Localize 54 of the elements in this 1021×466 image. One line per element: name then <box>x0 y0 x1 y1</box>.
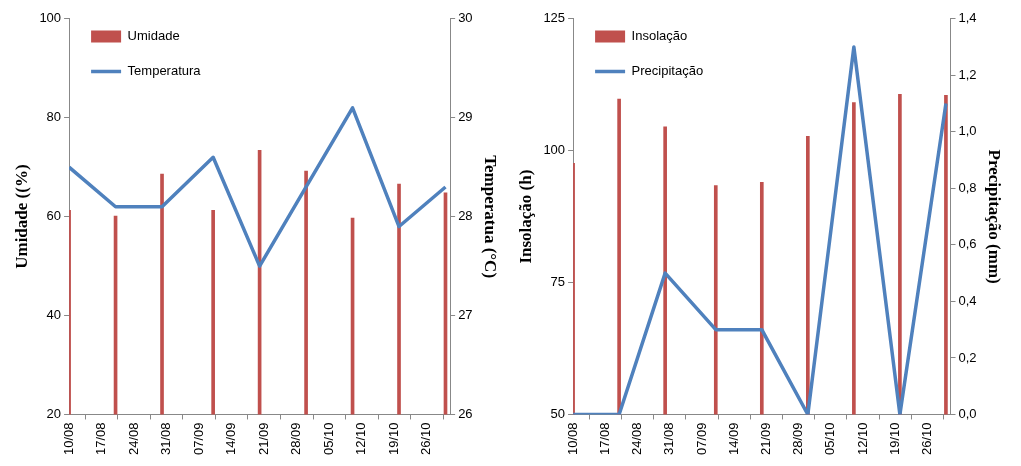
y2-tick-label: 29 <box>458 109 473 125</box>
y-tick-label: 100 <box>543 142 566 158</box>
y2-axis-title: Temperatua (°C) <box>481 155 501 279</box>
x-tick-label: 14/09 <box>725 422 741 456</box>
y-tick-label: 40 <box>46 307 62 323</box>
y-axis-title: Umidade ((%) <box>11 164 31 269</box>
y-tick-label: 100 <box>39 10 62 26</box>
x-tick-label: 24/08 <box>629 422 645 456</box>
y2-tick-label: 0,8 <box>958 179 977 195</box>
x-tick-label: 21/09 <box>255 422 271 456</box>
y2-tick-label: 0,0 <box>958 406 977 422</box>
x-tick-label: 12/10 <box>353 422 369 456</box>
y2-tick-label: 30 <box>458 10 473 26</box>
x-tick-label: 10/08 <box>60 422 76 456</box>
x-tick-label: 19/10 <box>385 422 401 456</box>
x-tick-label: 05/10 <box>320 422 336 456</box>
legend-label: Precipitação <box>631 63 704 79</box>
y-axis-title: Insolação (h) <box>515 169 535 264</box>
y-tick-label: 60 <box>46 208 62 224</box>
y2-tick-label: 1,0 <box>958 123 977 139</box>
y2-tick-label: 0,6 <box>958 236 977 252</box>
y-tick-label: 50 <box>550 406 566 422</box>
y-tick-label: 20 <box>46 406 62 422</box>
x-tick-label: 19/10 <box>886 422 902 456</box>
y2-tick-label: 27 <box>458 307 473 323</box>
x-tick-label: 21/09 <box>757 422 773 456</box>
x-tick-label: 07/09 <box>693 422 709 456</box>
y2-tick-label: 0,2 <box>958 349 977 365</box>
x-tick-label: 17/08 <box>596 422 612 456</box>
y2-axis-title: Precipitação (mm) <box>985 149 1005 284</box>
x-tick-label: 10/08 <box>564 422 580 456</box>
legend-label: Insolação <box>631 28 688 44</box>
x-tick-label: 28/09 <box>790 422 806 456</box>
y-tick-label: 125 <box>543 10 566 26</box>
x-tick-label: 07/09 <box>190 422 206 456</box>
y2-tick-label: 0,4 <box>958 293 977 308</box>
x-tick-label: 31/08 <box>158 422 174 456</box>
x-tick-label: 26/10 <box>919 422 935 456</box>
x-tick-label: 28/09 <box>288 422 304 456</box>
y2-tick-label: 1,4 <box>958 10 977 26</box>
x-tick-label: 24/08 <box>125 422 141 456</box>
y-tick-label: 80 <box>46 109 62 125</box>
x-tick-label: 05/10 <box>822 422 838 456</box>
y2-tick-label: 1,2 <box>958 66 977 82</box>
x-tick-label: 31/08 <box>661 422 677 456</box>
legend-label: Temperatura <box>127 63 202 79</box>
x-tick-label: 12/10 <box>854 422 870 456</box>
legend-label: Umidade <box>127 28 180 44</box>
y-tick-label: 75 <box>550 274 566 290</box>
y2-tick-label: 28 <box>458 208 473 224</box>
y2-tick-label: 26 <box>458 406 473 422</box>
x-tick-label: 26/10 <box>418 422 434 456</box>
x-tick-label: 14/09 <box>223 422 239 456</box>
x-tick-label: 17/08 <box>93 422 109 456</box>
